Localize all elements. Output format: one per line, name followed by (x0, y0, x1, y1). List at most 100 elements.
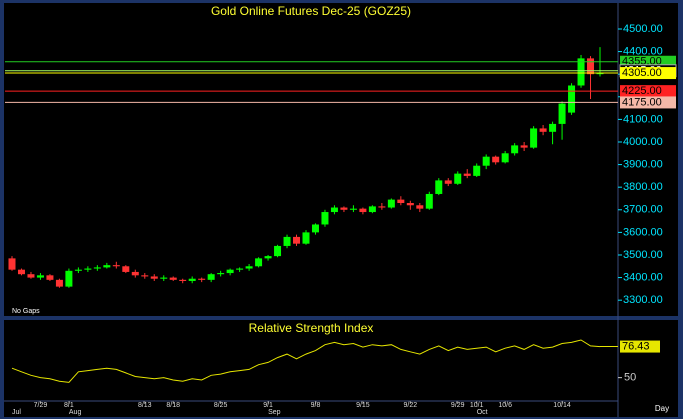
candle-body (359, 208, 367, 213)
candle-body (587, 58, 595, 75)
candle-body (55, 279, 63, 287)
candle-body (131, 271, 139, 276)
month-label: Aug (69, 409, 82, 416)
x-tick-label: 10/14 (553, 402, 571, 409)
value-label-bg (620, 340, 660, 353)
level-label: 4175.00 (622, 96, 662, 108)
candle-body (160, 277, 168, 279)
candle-body (492, 156, 500, 163)
annotation: No Gaps (12, 308, 40, 315)
candle-body (302, 232, 310, 244)
candle-body (482, 156, 490, 166)
candle-body (397, 199, 405, 204)
candle-body (274, 245, 282, 257)
rsi-title: Relative Strength Index (249, 321, 374, 335)
month-label: Oct (477, 409, 488, 416)
candle-body (520, 145, 528, 148)
candle-body (549, 123, 557, 132)
candle-body (349, 208, 357, 210)
candle-body (568, 85, 576, 113)
candle-body (473, 165, 481, 176)
level-label-bg (620, 85, 676, 98)
x-tick-label: 8/25 (214, 402, 228, 409)
candle-body (444, 180, 452, 184)
candle-body (74, 269, 82, 271)
x-tick-label: 9/29 (451, 402, 465, 409)
level-label-bg (620, 67, 676, 80)
x-tick-label: 7/29 (34, 402, 48, 409)
month-label: Jul (12, 409, 21, 416)
month-label: Sep (268, 409, 281, 416)
candle-body (463, 173, 471, 176)
candle-body (416, 205, 424, 209)
candle-body (406, 203, 414, 206)
candle-body (179, 279, 187, 281)
candle-body (46, 275, 54, 280)
y-tick-label: 3700.00 (623, 204, 663, 216)
candle-body (425, 193, 433, 209)
y-tick-label: 3500.00 (623, 249, 663, 261)
candle-body (93, 267, 101, 269)
y-tick-label: 3900.00 (623, 158, 663, 170)
candle-body (207, 274, 215, 280)
level-label-bg (620, 55, 676, 68)
candle-body (311, 224, 319, 233)
candle-body (84, 268, 92, 270)
candle-body (122, 266, 130, 272)
candle-body (17, 269, 25, 275)
x-tick-label: 9/22 (404, 402, 418, 409)
candle-body (236, 268, 244, 270)
candle-body (8, 258, 16, 270)
candle-body (293, 236, 301, 244)
candle-body (283, 236, 291, 246)
candle-body (387, 199, 395, 208)
rsi-line (11, 339, 601, 383)
candle-body (27, 274, 35, 278)
price-panel (4, 3, 678, 316)
y-tick-label: 3300.00 (623, 294, 663, 306)
x-tick-label: 10/6 (498, 402, 512, 409)
value-label: 76.43 (622, 340, 650, 352)
candle-body (103, 265, 111, 268)
chart-title: Gold Online Futures Dec-25 (GOZ25) (211, 4, 411, 18)
candle-body (511, 145, 519, 154)
candle-body (340, 207, 348, 210)
candle-body (577, 58, 585, 86)
candle-body (530, 128, 538, 148)
candle-body (558, 103, 566, 124)
candle-body (501, 153, 509, 163)
x-tick-label: 9/8 (311, 402, 321, 409)
candle-body (330, 207, 338, 213)
level-label: 4355.00 (622, 56, 662, 68)
candle-body (245, 266, 253, 269)
level-label-bg (620, 96, 676, 109)
candle-body (141, 275, 149, 277)
candle-body (454, 173, 462, 184)
x-tick-label: 9/15 (356, 402, 370, 409)
candle-body (36, 275, 44, 278)
x-axis-label: Day (655, 404, 669, 413)
y-tick-label: 3600.00 (623, 226, 663, 238)
y-tick-label: 4100.00 (623, 113, 663, 125)
y-tick-label: 3800.00 (623, 181, 663, 193)
y-tick-label: 4400.00 (623, 45, 663, 57)
x-tick-label: 10/1 (470, 402, 484, 409)
x-tick-label: 8/13 (138, 402, 152, 409)
candle-body (321, 212, 329, 225)
y-tick-label: 50 (624, 372, 636, 384)
candle-body (65, 270, 73, 287)
candle-body (435, 180, 443, 194)
candle-body (198, 278, 206, 280)
y-tick-label: 3400.00 (623, 271, 663, 283)
candle-body (596, 73, 604, 75)
candle-body (188, 278, 196, 281)
x-tick-label: 8/1 (64, 402, 74, 409)
level-label: 4225.00 (622, 85, 662, 97)
candle-body (264, 256, 272, 259)
candle-body (217, 273, 225, 275)
x-tick-label: 8/18 (166, 402, 180, 409)
candle-body (150, 276, 158, 279)
candle-body (539, 128, 547, 132)
level-label: 4305.00 (622, 67, 662, 79)
candle-body (112, 265, 120, 267)
